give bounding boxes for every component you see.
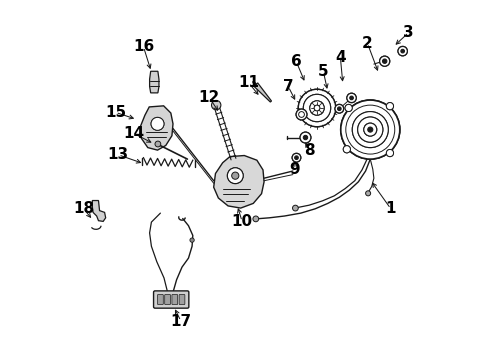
Circle shape — [398, 46, 407, 56]
Circle shape — [232, 172, 239, 179]
Circle shape — [386, 149, 393, 157]
Text: 11: 11 — [238, 75, 259, 90]
Circle shape — [303, 94, 331, 122]
Circle shape — [310, 101, 324, 115]
Circle shape — [310, 101, 324, 115]
Text: 14: 14 — [123, 126, 144, 141]
Circle shape — [350, 96, 353, 100]
Circle shape — [401, 49, 404, 53]
Circle shape — [343, 146, 350, 153]
Text: 1: 1 — [386, 201, 396, 216]
Text: 12: 12 — [198, 90, 220, 105]
Polygon shape — [141, 106, 173, 150]
Circle shape — [368, 127, 373, 132]
Text: 15: 15 — [105, 105, 126, 120]
Circle shape — [386, 103, 393, 110]
Text: 2: 2 — [362, 36, 373, 51]
Circle shape — [190, 238, 194, 242]
Circle shape — [347, 93, 356, 103]
Circle shape — [383, 59, 387, 63]
Circle shape — [335, 104, 343, 113]
Circle shape — [338, 107, 341, 111]
Circle shape — [386, 149, 393, 157]
Text: 5: 5 — [318, 64, 329, 80]
Circle shape — [293, 205, 298, 211]
Text: 16: 16 — [133, 39, 154, 54]
FancyBboxPatch shape — [179, 294, 185, 305]
Circle shape — [343, 146, 350, 153]
Text: 13: 13 — [108, 147, 129, 162]
Circle shape — [314, 105, 320, 111]
Polygon shape — [254, 83, 271, 102]
Circle shape — [227, 168, 243, 184]
FancyBboxPatch shape — [172, 294, 178, 305]
Text: 3: 3 — [403, 25, 414, 40]
Circle shape — [298, 112, 304, 117]
FancyBboxPatch shape — [165, 294, 171, 305]
Circle shape — [347, 93, 356, 103]
Circle shape — [398, 46, 407, 56]
Circle shape — [358, 117, 383, 142]
Circle shape — [364, 123, 377, 136]
Circle shape — [380, 56, 390, 66]
Circle shape — [155, 141, 161, 147]
Circle shape — [335, 104, 343, 113]
Circle shape — [296, 109, 307, 120]
Circle shape — [212, 100, 221, 110]
Circle shape — [345, 104, 352, 112]
Circle shape — [346, 105, 395, 154]
FancyBboxPatch shape — [157, 294, 163, 305]
Circle shape — [352, 112, 388, 148]
Text: 7: 7 — [283, 79, 294, 94]
Text: 6: 6 — [291, 54, 301, 69]
Text: 8: 8 — [304, 143, 315, 158]
Circle shape — [292, 153, 301, 162]
Circle shape — [300, 132, 311, 143]
Text: 10: 10 — [232, 214, 253, 229]
Circle shape — [345, 104, 352, 112]
Circle shape — [294, 156, 298, 159]
Circle shape — [298, 89, 336, 127]
Circle shape — [366, 191, 370, 196]
Text: 4: 4 — [335, 50, 346, 65]
Circle shape — [151, 117, 164, 130]
Polygon shape — [92, 201, 106, 221]
Circle shape — [151, 117, 164, 130]
Text: 18: 18 — [73, 201, 94, 216]
Circle shape — [352, 112, 388, 148]
Circle shape — [292, 153, 301, 162]
Circle shape — [380, 56, 390, 66]
Circle shape — [253, 216, 259, 222]
Circle shape — [303, 135, 308, 140]
FancyBboxPatch shape — [153, 291, 189, 308]
Circle shape — [364, 123, 377, 136]
Polygon shape — [149, 71, 159, 93]
Text: 17: 17 — [171, 314, 192, 329]
Circle shape — [303, 94, 331, 122]
Circle shape — [227, 168, 243, 184]
Circle shape — [358, 117, 383, 142]
Text: 9: 9 — [290, 162, 300, 177]
Circle shape — [298, 89, 336, 127]
Circle shape — [300, 132, 311, 143]
Circle shape — [341, 100, 400, 159]
Circle shape — [386, 103, 393, 110]
Polygon shape — [214, 156, 264, 208]
Circle shape — [296, 109, 307, 120]
Circle shape — [341, 100, 400, 159]
